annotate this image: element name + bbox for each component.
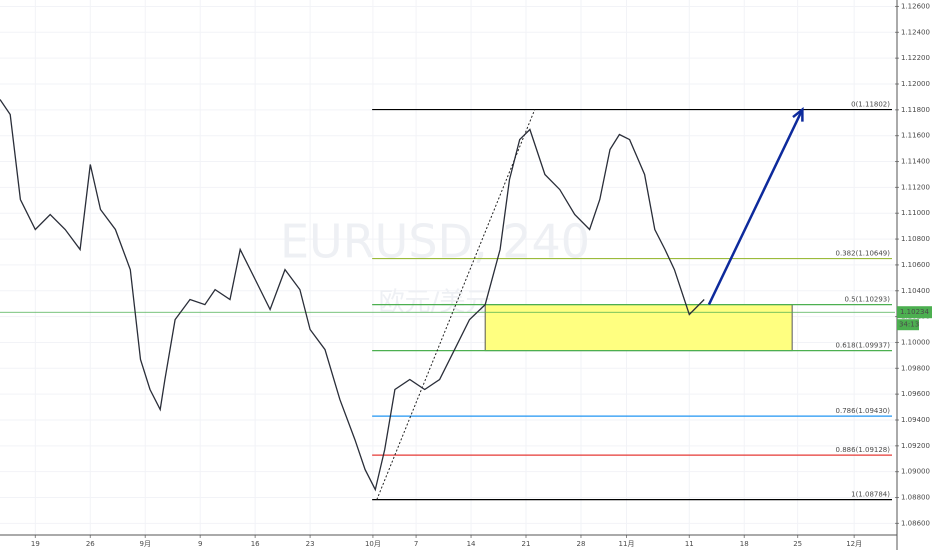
y-tick-label: 1.09600: [901, 390, 930, 398]
countdown-badge: [897, 319, 919, 331]
fib-label: 0(1.11802): [851, 101, 890, 109]
x-tick-label: 9: [198, 540, 202, 548]
watermark-sub: 欧元/美元: [379, 288, 492, 318]
y-tick-label: 1.09200: [901, 442, 930, 450]
x-tick-label: 18: [740, 540, 749, 548]
x-tick-label: 28: [577, 540, 586, 548]
zone: [484, 304, 793, 352]
y-tick-label: 1.12400: [901, 28, 930, 36]
y-tick-label: 1.11000: [901, 209, 930, 217]
y-tick-label: 1.08600: [901, 519, 930, 527]
countdown-label: 34:13: [899, 321, 919, 329]
arrow: [707, 109, 804, 306]
last-price-label: 1.10234: [900, 308, 929, 316]
y-tick-label: 1.12200: [901, 54, 930, 62]
x-tick-label: 7: [414, 540, 418, 548]
arrow-head: [792, 106, 804, 122]
y-tick-label: 1.09000: [901, 468, 930, 476]
fib-label: 0.886(1.09128): [836, 446, 891, 454]
last-price-badge: [897, 306, 932, 319]
fib-label: 0.618(1.09937): [836, 342, 891, 350]
y-tick-label: 1.11400: [901, 158, 930, 166]
watermark: EURUSD, 240: [280, 215, 590, 269]
y-tick-label: 1.10400: [901, 287, 930, 295]
y-tick-label: 1.09800: [901, 364, 930, 372]
y-tick-label: 1.12600: [901, 2, 930, 10]
fib-label: 0.5(1.10293): [844, 296, 890, 304]
x-tick-label: 21: [522, 540, 531, 548]
y-tick-label: 1.11200: [901, 183, 930, 191]
y-tick-label: 1.10000: [901, 338, 930, 346]
x-tick-label: 10月: [365, 540, 381, 548]
x-tick-label: 12月: [846, 540, 862, 548]
y-tick-label: 1.08800: [901, 494, 930, 502]
x-tick-label: 25: [793, 540, 802, 548]
fib-label: 0.786(1.09430): [836, 407, 891, 415]
y-tick-label: 1.10800: [901, 235, 930, 243]
fib-label: 1(1.08784): [851, 491, 890, 499]
x-tick-label: 26: [86, 540, 95, 548]
x-tick-label: 11月: [619, 540, 635, 548]
y-tick-label: 1.11600: [901, 132, 930, 140]
y-tick-label: 1.09400: [901, 416, 930, 424]
fib-label: 0.382(1.10649): [836, 250, 891, 258]
y-tick-label: 1.10600: [901, 261, 930, 269]
x-tick-label: 19: [31, 540, 40, 548]
x-tick-label: 16: [251, 540, 260, 548]
x-tick-label: 14: [467, 540, 476, 548]
price-line: [0, 99, 705, 492]
y-tick-label: 1.11800: [901, 106, 930, 114]
y-tick-label: 1.12000: [901, 80, 930, 88]
x-tick-label: 23: [306, 540, 315, 548]
x-tick-label: 11: [685, 540, 694, 548]
x-tick-label: 9月: [140, 540, 151, 548]
